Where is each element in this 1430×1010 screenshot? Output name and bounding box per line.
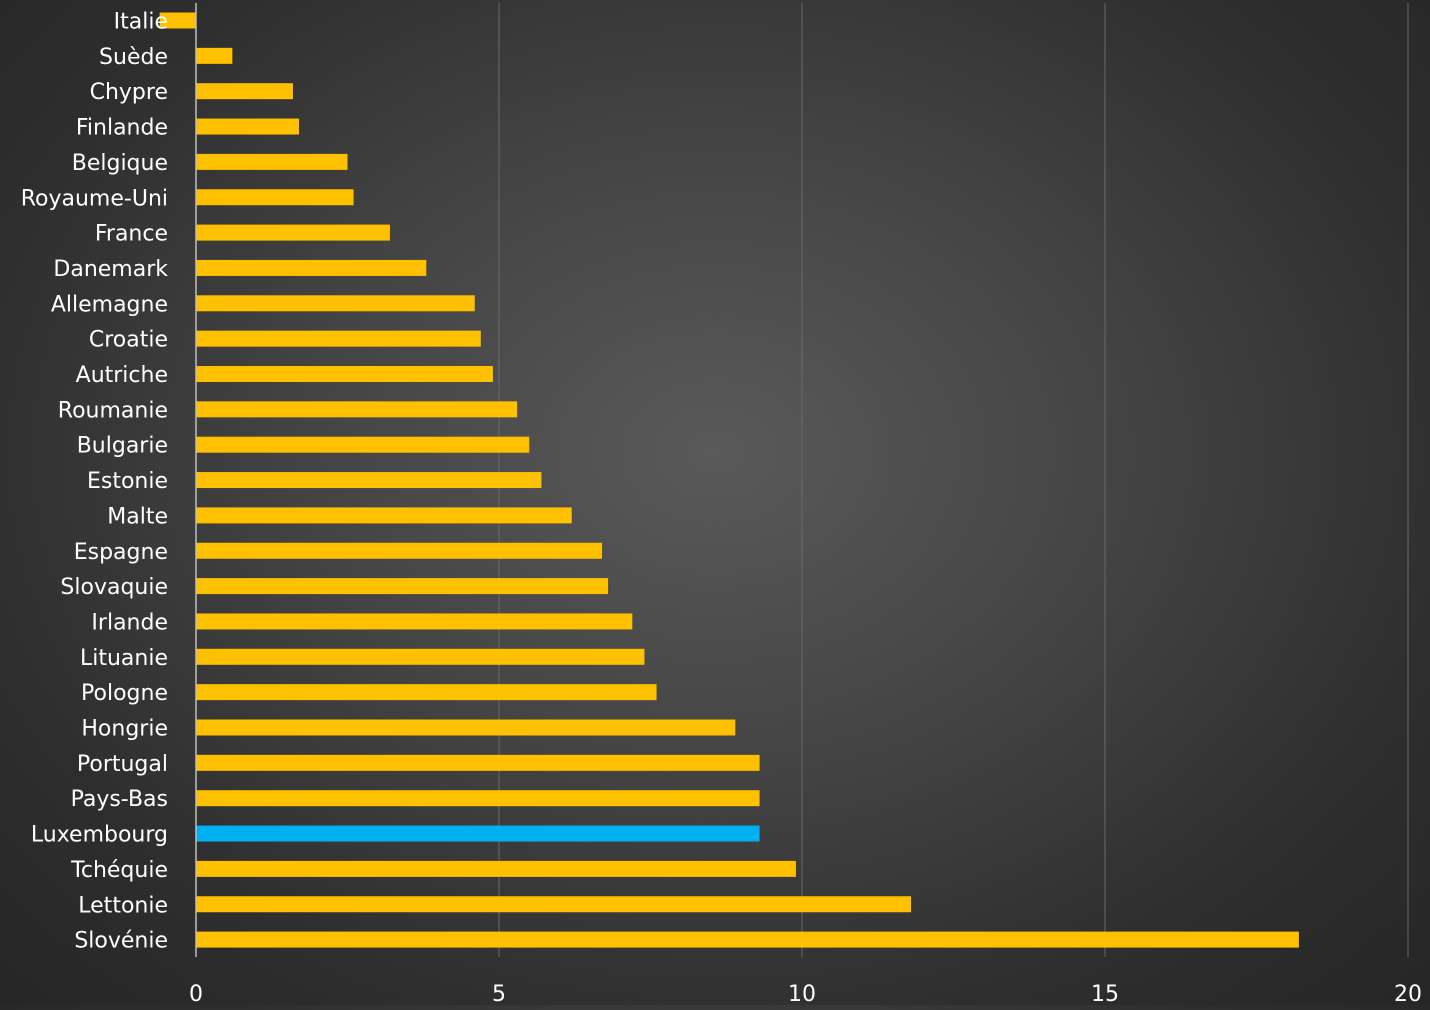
category-label: Lituanie (80, 646, 168, 671)
x-tick-label: 5 (492, 982, 506, 1005)
category-label: Roumanie (58, 398, 168, 423)
category-label: Danemark (53, 257, 168, 282)
x-tick-label: 15 (1091, 982, 1119, 1005)
category-label: France (95, 222, 168, 247)
bar-danemark (196, 259, 427, 276)
category-label: Suède (99, 45, 168, 70)
bar-slovaquie (196, 578, 609, 595)
category-label: Espagne (74, 540, 168, 565)
category-label: Pologne (81, 681, 168, 706)
bar-luxembourg (196, 825, 760, 842)
bar-hongrie (196, 719, 736, 736)
category-label: Lettonie (78, 893, 168, 918)
category-label: Allemagne (51, 292, 168, 317)
bar-pays-bas (196, 790, 760, 807)
bar-irlande (196, 613, 633, 630)
category-label: Hongrie (81, 717, 168, 742)
bar-finlande (196, 118, 300, 135)
bar-su-de (196, 47, 233, 64)
x-tick-label: 20 (1394, 982, 1422, 1005)
category-label: Finlande (76, 116, 168, 141)
bar-tch-quie (196, 860, 796, 877)
category-label: Croatie (89, 328, 168, 353)
bar-lettonie (196, 896, 912, 913)
category-label: Luxembourg (31, 823, 168, 848)
bar-allemagne (196, 295, 475, 312)
category-label: Autriche (76, 363, 168, 388)
category-label: Chypre (90, 80, 168, 105)
category-label: Portugal (77, 752, 168, 777)
bar-espagne (196, 542, 603, 559)
category-label: Pays-Bas (71, 787, 168, 812)
category-label: Slovénie (74, 929, 168, 954)
x-tick-label: 10 (788, 982, 816, 1005)
bar-royaume-uni (196, 189, 354, 206)
category-label: Royaume-Uni (21, 186, 168, 211)
bars (159, 12, 1299, 948)
bar-autriche (196, 366, 493, 382)
bar-croatie (196, 330, 481, 347)
bar-roumanie (196, 401, 518, 418)
category-label: Slovaquie (60, 575, 168, 600)
bar-chypre (196, 83, 293, 100)
category-label: Irlande (91, 610, 168, 635)
bar-slov-nie (196, 931, 1299, 948)
category-label: Bulgarie (77, 434, 168, 459)
category-labels: Italie Suède Chypre Finlande Belgique Royaume… (21, 10, 169, 954)
category-label: Tchéquie (70, 858, 168, 883)
bar-bulgarie (196, 436, 530, 453)
bar-lituanie (196, 648, 645, 665)
bar-belgique (196, 153, 348, 170)
bar-pologne (196, 684, 657, 701)
x-tick-label: 0 (189, 982, 203, 1005)
category-label: Italie (114, 10, 168, 35)
category-label: Malte (107, 504, 168, 529)
bar-france (196, 224, 390, 241)
bar-portugal (196, 754, 760, 771)
x-tick-labels: 0 5 10 15 20 (189, 982, 1422, 1007)
bar-malte (196, 507, 572, 524)
gridlines (498, 3, 1409, 957)
bar-italie (159, 12, 196, 29)
category-label: Belgique (72, 151, 168, 176)
category-label: Estonie (87, 469, 168, 494)
bar-estonie (196, 472, 542, 489)
